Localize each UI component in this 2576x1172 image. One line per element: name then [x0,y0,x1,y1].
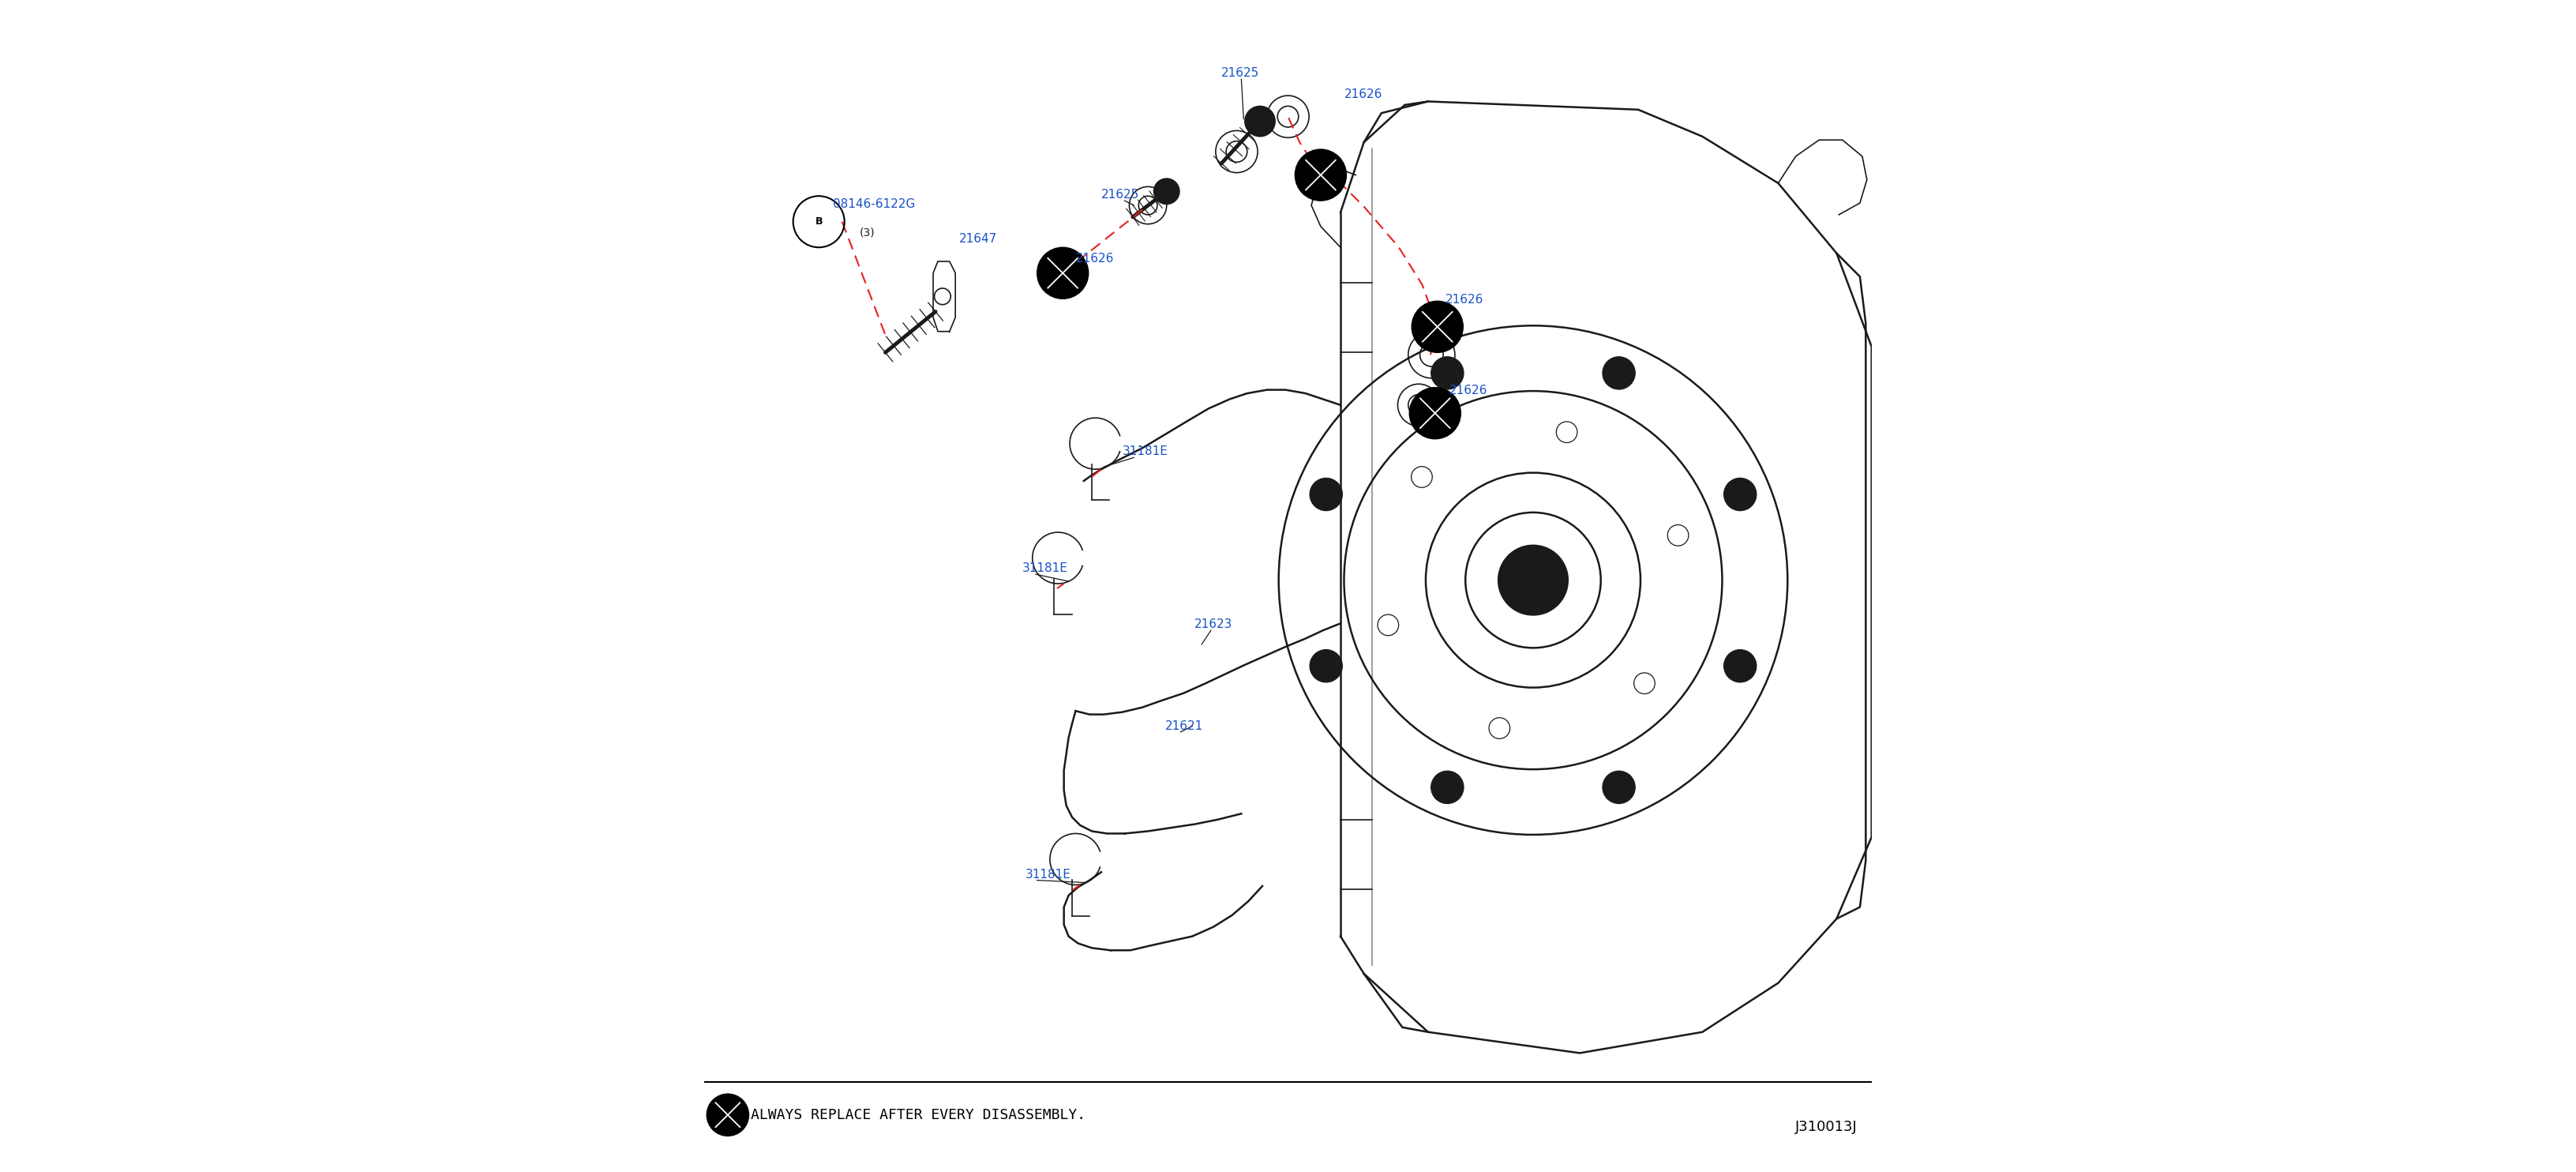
Circle shape [1309,478,1342,511]
Text: J310013J: J310013J [1795,1119,1857,1133]
Text: 21626: 21626 [1077,253,1113,265]
Text: 31181E: 31181E [1025,868,1072,880]
Circle shape [1412,301,1463,353]
Circle shape [1723,478,1757,511]
Text: B: B [814,217,822,227]
Circle shape [706,1093,750,1136]
Circle shape [1432,771,1463,804]
Circle shape [1432,356,1463,389]
Circle shape [1154,178,1180,204]
Circle shape [1602,356,1636,389]
Circle shape [1602,771,1636,804]
Circle shape [1244,107,1275,136]
Text: 08146-6122G: 08146-6122G [832,198,914,210]
Circle shape [1723,649,1757,682]
Text: 21647: 21647 [958,233,997,245]
Circle shape [1309,649,1342,682]
Text: 31181E: 31181E [1123,445,1167,457]
Text: 21621: 21621 [1164,720,1203,732]
Text: 21626: 21626 [1345,88,1383,101]
Text: 21626: 21626 [1450,384,1486,397]
Text: 21625: 21625 [1103,189,1139,200]
Text: 31181E: 31181E [1023,563,1066,574]
Text: (3): (3) [860,227,876,238]
Circle shape [1038,247,1090,299]
Circle shape [1499,545,1569,615]
Text: 21625: 21625 [1221,68,1260,80]
Text: ALWAYS REPLACE AFTER EVERY DISASSEMBLY.: ALWAYS REPLACE AFTER EVERY DISASSEMBLY. [752,1108,1087,1122]
Circle shape [1296,149,1347,200]
Text: 21623: 21623 [1195,619,1234,631]
Text: 21626: 21626 [1445,294,1484,306]
Circle shape [1409,388,1461,438]
